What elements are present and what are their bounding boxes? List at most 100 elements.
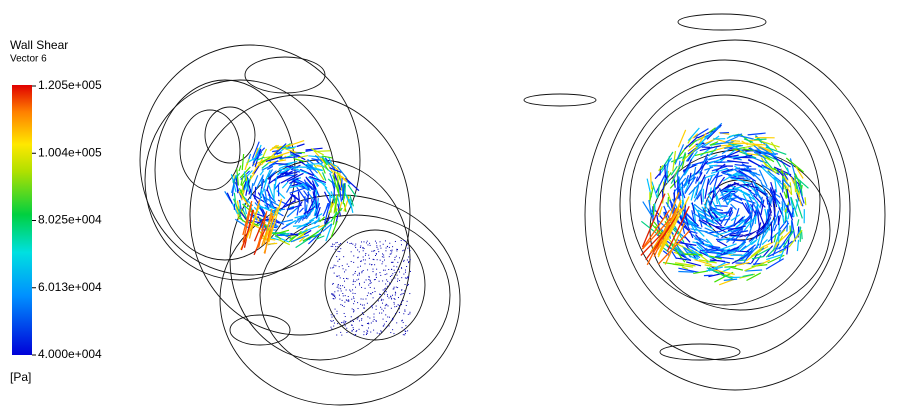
vector-dot [381,298,383,300]
vector [681,187,685,205]
vector [739,247,753,260]
vector [749,147,767,160]
vector-dot [393,269,395,271]
vector-dot [373,313,375,315]
vector-dot [387,316,389,318]
vector [730,228,741,233]
vector [724,265,737,268]
vector [710,167,728,174]
vector [726,231,742,243]
vector-dot [369,280,371,282]
vector [657,230,691,265]
vector [314,154,324,164]
vector-dot [351,329,353,331]
vector-dot [378,312,380,314]
vector-dot [395,255,397,257]
vector-dot [361,319,363,321]
vector-dot [373,318,375,320]
vector-dot [362,259,364,261]
vector-dot [392,273,394,275]
vector-dot [353,297,355,299]
vector [702,135,720,149]
vector-dot [351,308,353,310]
vector-dot [394,256,396,258]
vector [708,154,727,161]
vector-dot [375,242,377,244]
vector-dot [358,328,360,330]
vector-dot [347,278,349,280]
vector-dot [368,276,370,278]
vector [337,203,341,216]
vector [721,168,734,173]
vector [269,144,279,151]
vector-dot [366,302,368,304]
vector [757,150,776,156]
vector [264,188,268,202]
vector-dot [358,282,360,284]
vector-dot [393,265,395,267]
vector [312,185,316,199]
vector [324,164,329,171]
vector [733,216,744,227]
vector-dot [352,243,354,245]
vector-dot [367,244,369,246]
vector [737,150,757,159]
vector [786,188,791,206]
vector [677,239,698,252]
vector [285,177,295,193]
vector-dot [382,280,384,282]
vector-dot [337,250,339,252]
vector-dot [394,291,396,293]
vector-dot [370,322,372,324]
vector [650,208,680,253]
vector [301,224,320,234]
vector-dot [384,274,386,276]
vector-dot [361,318,363,320]
vector [232,172,241,183]
vector [727,225,746,232]
vector [755,188,767,195]
legend-unit: [Pa] [10,370,31,384]
vector [785,157,804,173]
vector-dot [403,329,405,331]
vector [740,238,758,252]
vector-dot [362,325,364,327]
vector [674,262,696,267]
vector-dot [392,288,394,290]
vector [795,176,809,189]
vector [736,170,752,179]
vector [743,138,754,143]
vector-dot [334,291,336,293]
vector-dot [346,331,348,333]
vector-dot [373,329,375,331]
vector [758,139,780,148]
vector [670,164,682,184]
vector-dot [394,306,396,308]
vector-dot [383,325,385,327]
vector-dot [394,271,396,273]
vector [715,193,722,208]
vector [261,157,271,164]
vector-dot [371,307,373,309]
vector-dot [397,278,399,280]
vector-dot [361,324,363,326]
vector-dot [401,327,403,329]
vector [724,248,740,254]
vector [729,143,748,155]
vector-dot [378,280,380,282]
vector [779,229,786,236]
vector-dot [398,304,400,306]
vector [285,146,297,150]
vector [273,143,287,156]
vector [728,207,733,217]
vector [705,138,716,145]
vector-dot [361,304,363,306]
vector-dot [365,253,367,255]
vector-dot [360,260,362,262]
vector [692,241,714,247]
vector-dot [400,244,402,246]
vector-dot [333,325,335,327]
vector-dot [385,314,387,316]
vector [667,192,672,202]
